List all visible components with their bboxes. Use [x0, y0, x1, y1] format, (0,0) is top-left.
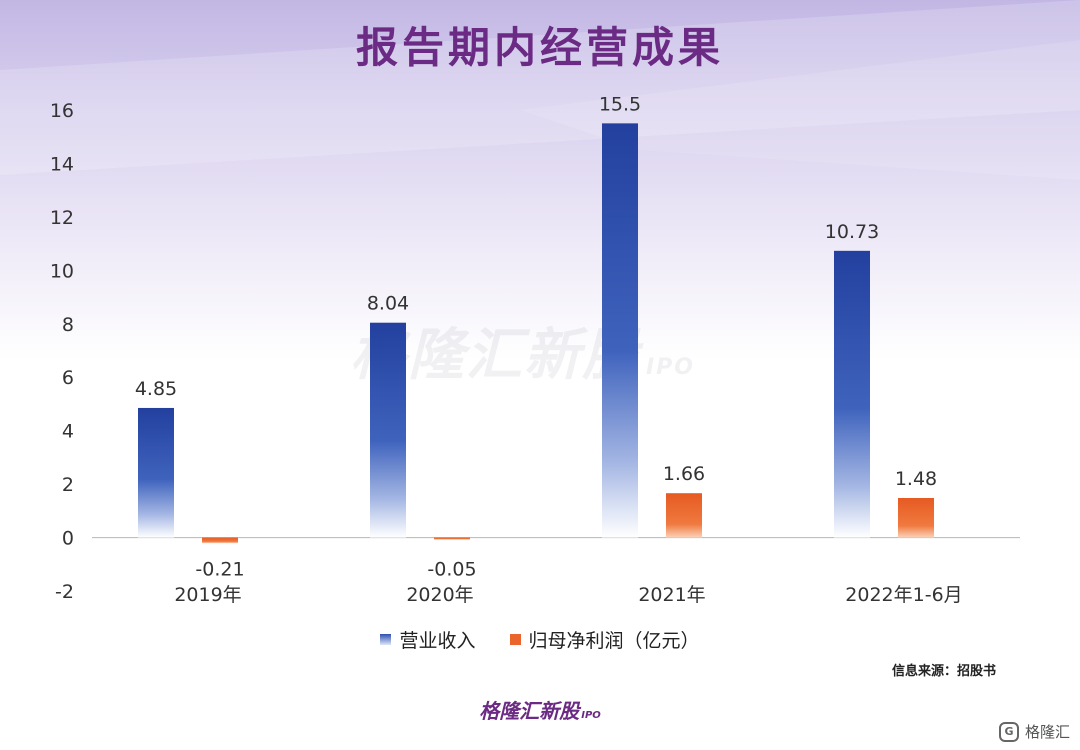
y-tick-label: 0: [62, 528, 74, 550]
bar-net-profit: [898, 498, 934, 538]
header-background: [0, 0, 1080, 360]
bar-revenue: [370, 322, 406, 538]
brand-text: 格隆汇新股: [479, 699, 580, 723]
bar-net-profit: [666, 493, 702, 538]
x-category-label: 2019年: [174, 584, 241, 606]
header-decoration: [0, 0, 1080, 180]
bar-net-profit: [434, 537, 470, 540]
legend-label-net-profit: 归母净利润（亿元）: [528, 630, 700, 652]
data-label-revenue: 8.04: [367, 293, 409, 315]
y-tick-label: 10: [50, 260, 74, 282]
data-label-net-profit: 1.66: [663, 463, 705, 485]
data-label-net-profit: -0.21: [195, 559, 244, 581]
bar-chart: 16 14 12 10 8 6 4 2 0 -2 2019年 4.85 -0.21 2020年 8.04 -0…: [50, 93, 1020, 606]
legend-label-revenue: 营业收入: [399, 630, 476, 652]
x-category-label: 2022年1-6月: [845, 584, 962, 606]
data-label-revenue: 4.85: [135, 378, 177, 400]
y-tick-label: 12: [50, 207, 74, 229]
y-tick-label: -2: [55, 581, 74, 603]
bar-net-profit: [202, 537, 238, 544]
page-title: 报告期内经营成果: [355, 23, 724, 72]
x-category-label: 2020年: [406, 584, 473, 606]
x-category-label: 2021年: [638, 584, 705, 606]
bar-revenue: [834, 250, 870, 538]
data-label-net-profit: 1.48: [895, 468, 937, 490]
legend-swatch-revenue: [380, 634, 392, 645]
y-tick-label: 6: [62, 367, 74, 389]
legend-item-net-profit: 归母净利润（亿元）: [509, 626, 700, 653]
brand-logo: 格隆汇新股 IPO: [0, 695, 1080, 724]
y-tick-label: 8: [62, 314, 74, 336]
data-label-revenue: 10.73: [825, 221, 879, 243]
y-tick-label: 2: [62, 474, 74, 496]
corner-watermark: G 格隆汇: [998, 721, 1070, 742]
y-tick-label: 14: [50, 153, 74, 175]
corner-text: 格隆汇: [1024, 723, 1070, 741]
legend-swatch-net-profit: [509, 634, 521, 645]
data-label-revenue: 15.5: [599, 93, 641, 115]
chart-legend: 营业收入 归母净利润（亿元）: [0, 626, 1080, 653]
y-tick-label: 4: [62, 421, 74, 443]
legend-item-revenue: 营业收入: [380, 626, 476, 653]
gelonghui-logo-icon: G: [998, 721, 1019, 742]
bar-revenue: [138, 407, 174, 538]
data-label-net-profit: -0.05: [427, 559, 476, 581]
brand-ipo: IPO: [581, 710, 601, 721]
y-tick-label: 16: [50, 100, 74, 122]
source-note: 信息来源：招股书: [891, 664, 996, 679]
bar-revenue: [602, 123, 638, 538]
